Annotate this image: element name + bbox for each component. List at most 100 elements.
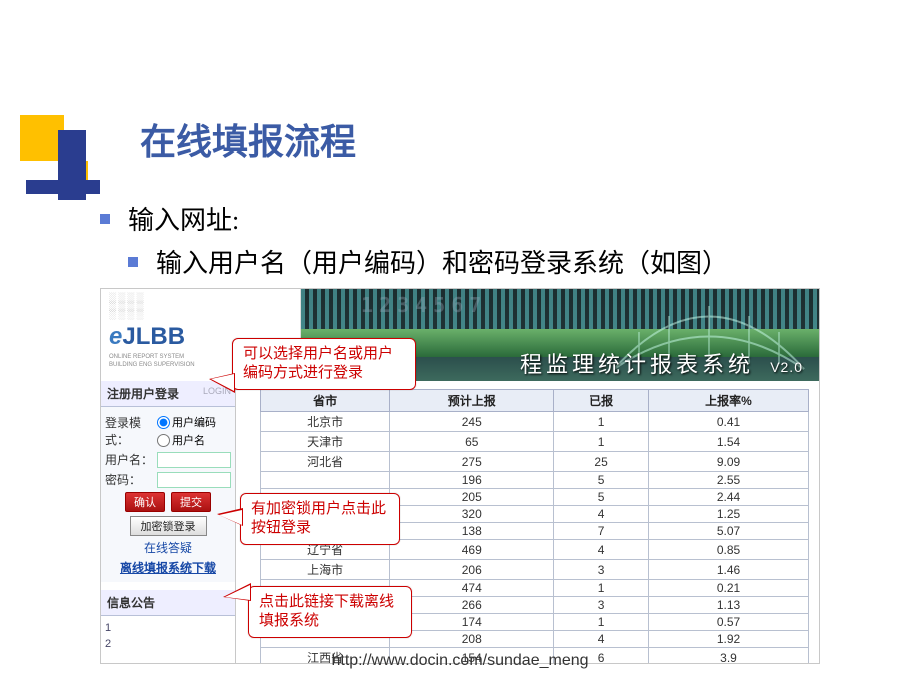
table-cell: 0.57 — [649, 614, 809, 631]
news-index: 1 — [105, 622, 119, 634]
table-cell: 266 — [390, 597, 554, 614]
table-cell: 0.41 — [649, 412, 809, 432]
table-cell: 7 — [554, 523, 649, 540]
table-cell — [261, 472, 390, 489]
table-cell: 1 — [554, 580, 649, 597]
password-input[interactable] — [157, 472, 231, 488]
radio-usercode[interactable] — [157, 416, 170, 429]
table-cell: 469 — [390, 540, 554, 560]
username-input[interactable] — [157, 452, 231, 468]
table-header: 已报 — [554, 390, 649, 412]
encrypt-login-button[interactable]: 加密锁登录 — [130, 516, 207, 536]
table-cell: 208 — [390, 631, 554, 648]
table-cell: 320 — [390, 506, 554, 523]
table-cell: 3 — [554, 560, 649, 580]
table-cell: 上海市 — [261, 560, 390, 580]
table-cell: 245 — [390, 412, 554, 432]
table-cell: 天津市 — [261, 432, 390, 452]
logo-dots-icon: ░░░░░░░░░░░░ — [109, 295, 145, 319]
banner-numbers: 1234567 — [361, 293, 487, 317]
radio-username[interactable] — [157, 434, 170, 447]
bullet-item: 输入网址: — [100, 200, 860, 237]
footer-url: http://www.docin.com/sundae_meng — [0, 651, 920, 670]
callout-login-mode: 可以选择用户名或用户编码方式进行登录 — [232, 338, 416, 390]
logo-text: eJLBB — [109, 323, 185, 351]
login-panel: 注册用户登录 LOGIN 登录模式： 用户编码 用户名 用户名： 密码： — [101, 381, 236, 663]
table-cell: 河北省 — [261, 452, 390, 472]
banner-title-text: 程监理统计报表系统 — [520, 352, 754, 377]
login-mode-label: 登录模式： — [105, 414, 157, 448]
table-cell: 205 — [390, 489, 554, 506]
news-item[interactable]: 1 — [105, 622, 231, 634]
radio-usercode-label: 用户编码 — [172, 414, 216, 430]
bullet-icon — [128, 257, 138, 267]
table-row: 19652.55 — [261, 472, 809, 489]
table-cell: 1 — [554, 412, 649, 432]
slide-title: 在线填报流程 — [140, 113, 356, 165]
table-cell: 138 — [390, 523, 554, 540]
login-mode-row: 登录模式： 用户编码 用户名 — [105, 414, 231, 448]
username-row: 用户名： — [105, 451, 231, 468]
table-cell: 275 — [390, 452, 554, 472]
table-cell: 0.21 — [649, 580, 809, 597]
login-mode-usercode[interactable]: 用户编码 — [157, 414, 216, 430]
bullet-item: 输入用户名（用户编码）和密码登录系统（如图） — [128, 243, 860, 280]
table-cell: 0.85 — [649, 540, 809, 560]
table-header: 省市 — [261, 390, 390, 412]
table-row: 天津市6511.54 — [261, 432, 809, 452]
table-cell: 2.55 — [649, 472, 809, 489]
callout-encrypt-login: 有加密锁用户点击此按钮登录 — [240, 493, 400, 545]
bullet-text: 输入网址: — [128, 200, 239, 237]
table-cell: 5 — [554, 489, 649, 506]
table-cell: 196 — [390, 472, 554, 489]
news-panel-header: 信息公告 — [101, 590, 235, 616]
table-cell: 9.09 — [649, 452, 809, 472]
table-cell: 1 — [554, 432, 649, 452]
table-cell: 65 — [390, 432, 554, 452]
online-help-link[interactable]: 在线答疑 — [105, 539, 231, 556]
login-mode-username[interactable]: 用户名 — [157, 432, 216, 448]
banner-version: V2.0 — [770, 359, 803, 375]
table-cell: 北京市 — [261, 412, 390, 432]
footer-url-text: http://www.docin.com/sundae_meng — [331, 651, 588, 670]
login-panel-title: 注册用户登录 — [107, 387, 179, 401]
logo-subtext: ONLINE REPORT SYSTEMBUILDING ENG SUPERVI… — [109, 353, 195, 369]
table-cell: 174 — [390, 614, 554, 631]
callout-tail-icon — [209, 373, 235, 393]
password-row: 密码： — [105, 471, 231, 488]
table-cell: 1.13 — [649, 597, 809, 614]
callout-text: 有加密锁用户点击此按钮登录 — [251, 500, 386, 536]
table-cell: 1.92 — [649, 631, 809, 648]
table-row: 河北省275259.09 — [261, 452, 809, 472]
callout-tail-icon — [217, 508, 243, 526]
table-cell: 206 — [390, 560, 554, 580]
username-label: 用户名： — [105, 451, 157, 468]
bullet-list: 输入网址: 输入用户名（用户编码）和密码登录系统（如图） — [100, 200, 860, 286]
table-cell: 1.46 — [649, 560, 809, 580]
table-cell: 4 — [554, 506, 649, 523]
app-banner: 1234567 ░░░░░░░░░░░░ eJLBB ONLINE REPORT… — [101, 289, 819, 381]
table-cell: 1.54 — [649, 432, 809, 452]
table-cell: 5.07 — [649, 523, 809, 540]
news-index: 2 — [105, 638, 119, 650]
offline-download-link[interactable]: 离线填报系统下载 — [105, 559, 231, 576]
callout-text: 可以选择用户名或用户编码方式进行登录 — [243, 345, 393, 381]
callout-text: 点击此链接下载离线填报系统 — [259, 593, 394, 629]
decor-block — [26, 180, 100, 194]
table-cell: 5 — [554, 472, 649, 489]
news-item[interactable]: 2 — [105, 638, 231, 650]
table-row: 北京市24510.41 — [261, 412, 809, 432]
confirm-button[interactable]: 确认 — [125, 492, 165, 512]
table-header: 预计上报 — [390, 390, 554, 412]
radio-username-label: 用户名 — [172, 432, 205, 448]
table-cell: 3 — [554, 597, 649, 614]
table-cell: 474 — [390, 580, 554, 597]
submit-button[interactable]: 提交 — [171, 492, 211, 512]
table-row: 上海市20631.46 — [261, 560, 809, 580]
table-cell: 1.25 — [649, 506, 809, 523]
bullet-text: 输入用户名（用户编码）和密码登录系统（如图） — [156, 243, 728, 280]
table-cell: 4 — [554, 631, 649, 648]
table-cell: 4 — [554, 540, 649, 560]
table-cell: 2.44 — [649, 489, 809, 506]
password-label: 密码： — [105, 471, 157, 488]
